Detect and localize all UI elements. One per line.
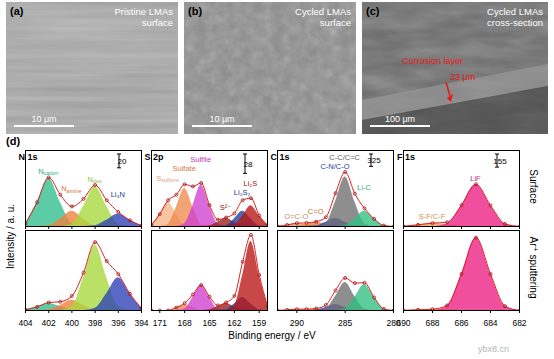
svg-text:Ndec: Ndec bbox=[87, 175, 102, 185]
svg-text:404: 404 bbox=[18, 318, 32, 328]
svg-text:surface: surface bbox=[320, 17, 351, 28]
svg-text:285: 285 bbox=[338, 318, 352, 328]
svg-text:290: 290 bbox=[290, 318, 304, 328]
svg-text:686: 686 bbox=[454, 318, 468, 328]
svg-text:Sulfite: Sulfite bbox=[190, 155, 211, 164]
svg-text:402: 402 bbox=[42, 318, 56, 328]
svg-text:400: 400 bbox=[65, 318, 79, 328]
svg-text:280: 280 bbox=[386, 317, 401, 328]
svg-text:(a): (a) bbox=[10, 5, 24, 17]
svg-text:394: 394 bbox=[134, 318, 148, 328]
svg-text:C-C/C=C: C-C/C=C bbox=[329, 153, 360, 162]
svg-text:C 1s: C 1s bbox=[270, 152, 289, 162]
svg-text:Pristine LMAs: Pristine LMAs bbox=[114, 6, 173, 17]
svg-text:C-N/C-O: C-N/C-O bbox=[320, 162, 349, 171]
svg-text:(c): (c) bbox=[366, 5, 380, 17]
svg-text:33 μm: 33 μm bbox=[450, 72, 475, 82]
svg-text:28: 28 bbox=[244, 160, 253, 169]
svg-text:684: 684 bbox=[483, 318, 497, 328]
svg-text:C=O: C=O bbox=[308, 207, 324, 216]
svg-text:S-F/C-F: S-F/C-F bbox=[419, 212, 446, 221]
svg-text:682: 682 bbox=[512, 318, 526, 328]
html-text:Surface: Surface bbox=[527, 169, 539, 204]
svg-text:Ssulfone: Ssulfone bbox=[156, 174, 179, 184]
svg-text:O=C-O: O=C-O bbox=[284, 212, 308, 221]
svg-text:cross-section: cross-section bbox=[487, 17, 543, 28]
svg-text:168: 168 bbox=[178, 318, 192, 328]
html-text:Intensity / a. u.: Intensity / a. u. bbox=[4, 204, 16, 269]
html-text:(d): (d) bbox=[6, 135, 20, 147]
svg-text:155: 155 bbox=[493, 157, 507, 166]
svg-text:surface: surface bbox=[142, 17, 173, 28]
svg-text:Li₂S: Li₂S bbox=[244, 179, 258, 188]
html-text:ybx8.cn: ybx8.cn bbox=[478, 344, 509, 354]
html-text:Binding energy / eV: Binding energy / eV bbox=[228, 330, 316, 341]
svg-text:10 μm: 10 μm bbox=[31, 114, 56, 124]
svg-text:Namine: Namine bbox=[61, 184, 81, 194]
svg-text:Li-C: Li-C bbox=[357, 183, 371, 192]
svg-text:Li₃N: Li₃N bbox=[111, 190, 125, 199]
svg-text:Corrosion layer: Corrosion layer bbox=[402, 56, 463, 66]
svg-text:F 1s: F 1s bbox=[397, 152, 415, 162]
svg-text:Cycled LMAs: Cycled LMAs bbox=[487, 6, 543, 17]
svg-text:10 μm: 10 μm bbox=[209, 114, 234, 124]
svg-text:690: 690 bbox=[396, 318, 410, 328]
svg-text:Sulfate: Sulfate bbox=[172, 164, 195, 173]
svg-text:688: 688 bbox=[425, 318, 439, 328]
svg-text:162: 162 bbox=[227, 318, 241, 328]
svg-text:Cycled LMAs: Cycled LMAs bbox=[295, 6, 351, 17]
svg-text:20: 20 bbox=[118, 157, 127, 166]
svg-text:398: 398 bbox=[88, 318, 102, 328]
svg-text:171: 171 bbox=[153, 318, 167, 328]
svg-text:100 μm: 100 μm bbox=[385, 114, 415, 124]
svg-text:165: 165 bbox=[202, 318, 216, 328]
svg-text:S 2p: S 2p bbox=[144, 152, 164, 162]
svg-text:Li₂S₂: Li₂S₂ bbox=[234, 188, 251, 197]
svg-text:159: 159 bbox=[252, 318, 266, 328]
svg-text:LiF: LiF bbox=[470, 174, 481, 183]
svg-text:396: 396 bbox=[111, 318, 125, 328]
svg-text:N 1s: N 1s bbox=[18, 152, 37, 162]
svg-text:S²⁻: S²⁻ bbox=[220, 203, 232, 212]
svg-text:Ncation: Ncation bbox=[38, 167, 58, 177]
svg-text:325: 325 bbox=[367, 156, 381, 165]
html-text:Ar⁺ sputtering: Ar⁺ sputtering bbox=[527, 236, 539, 299]
svg-text:(b): (b) bbox=[188, 5, 202, 17]
